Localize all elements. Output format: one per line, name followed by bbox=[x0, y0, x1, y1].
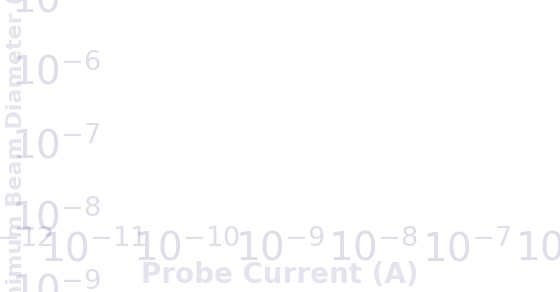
Text: $10^{-7}$: $10^{-7}$ bbox=[11, 126, 101, 166]
Text: $10^{-10}$: $10^{-10}$ bbox=[133, 229, 240, 269]
Text: Probe Current (A): Probe Current (A) bbox=[141, 261, 419, 289]
Text: $10^{-9}$: $10^{-9}$ bbox=[235, 229, 325, 269]
Text: $10^{-8}$: $10^{-8}$ bbox=[328, 229, 418, 269]
Text: $10^{-6}$: $10^{-6}$ bbox=[11, 53, 101, 93]
Text: $10^{-7}$: $10^{-7}$ bbox=[422, 230, 511, 269]
Text: $10^{-5}$: $10^{-5}$ bbox=[11, 0, 101, 20]
Text: $10^{-6}$: $10^{-6}$ bbox=[515, 229, 560, 269]
Text: $10^{-8}$: $10^{-8}$ bbox=[11, 199, 101, 239]
Text: $10^{-9}$: $10^{-9}$ bbox=[11, 272, 101, 292]
Text: $10^{-12}$: $10^{-12}$ bbox=[0, 229, 53, 269]
Text: $10^{-11}$: $10^{-11}$ bbox=[40, 230, 147, 269]
Text: Minimum Beam Diameter (m): Minimum Beam Diameter (m) bbox=[6, 0, 26, 292]
